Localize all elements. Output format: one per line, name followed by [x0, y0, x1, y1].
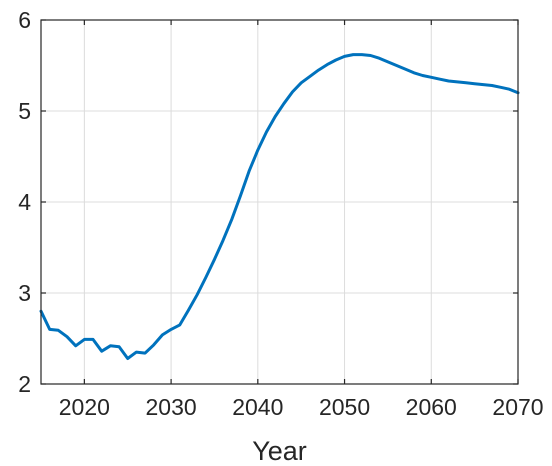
x-tick-label: 2060 [406, 394, 457, 420]
y-tick-label: 3 [18, 280, 31, 306]
tick-label-layer: 2020 2030 2040 2050 2060 2070 2 3 4 5 6 [18, 7, 543, 420]
series-layer [39, 53, 520, 360]
x-axis-title: Year [252, 436, 307, 466]
y-tick-label: 5 [18, 98, 31, 124]
x-tick-label: 2070 [492, 394, 543, 420]
x-tick-label: 2040 [232, 394, 283, 420]
x-tick-label: 2030 [146, 394, 197, 420]
x-tick-label: 2050 [319, 394, 370, 420]
tick-layer [41, 19, 519, 385]
y-tick-label: 6 [18, 7, 31, 33]
y-tick-label: 2 [18, 371, 31, 397]
series-line [39, 53, 520, 360]
y-tick-label: 4 [18, 189, 31, 215]
x-tick-label: 2020 [59, 394, 110, 420]
grid-layer [41, 20, 518, 384]
